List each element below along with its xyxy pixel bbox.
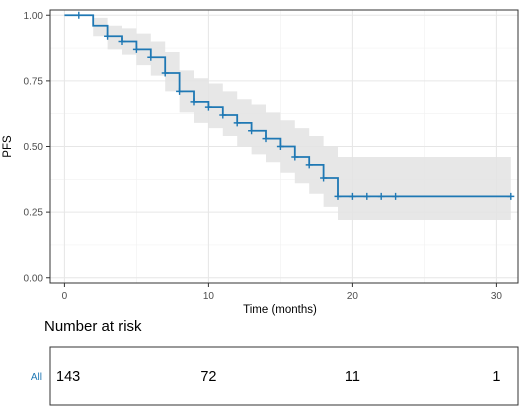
risk-table: All 143 72 11 1 <box>31 346 519 406</box>
y-tick-label: 0.00 <box>24 273 44 284</box>
censor-mark <box>75 11 83 19</box>
km-chart: 0 10 20 30 0.00 0.25 0.50 0.75 1.00 Time (months)… <box>2 9 519 316</box>
x-tick-label: 20 <box>347 291 359 302</box>
risk-table-frame <box>49 346 519 406</box>
censor-mark <box>104 32 112 40</box>
censor-mark <box>161 69 169 77</box>
censor-mark <box>291 153 299 161</box>
censor-mark <box>320 174 328 182</box>
censor-mark <box>276 143 284 150</box>
censor-mark <box>176 87 184 95</box>
x-tick-label: 30 <box>491 291 503 302</box>
censor-mark <box>118 38 126 45</box>
censor-mark <box>190 98 198 106</box>
y-axis-label: PFS <box>2 135 14 158</box>
censor-mark <box>377 192 385 200</box>
censor-mark <box>248 127 256 135</box>
risk-table-title: Number at risk <box>44 318 142 335</box>
censor-mark <box>219 111 227 119</box>
y-tick-label: 0.25 <box>24 208 44 219</box>
x-tick-label: 10 <box>203 291 215 302</box>
y-tick-label: 0.75 <box>24 76 44 87</box>
confidence-band <box>64 15 511 220</box>
x-axis-label: Time (months) <box>243 304 317 316</box>
censor-mark <box>132 45 140 53</box>
y-tick-label: 0.50 <box>24 142 44 153</box>
risk-count: 143 <box>56 369 80 385</box>
censor-mark <box>348 192 356 200</box>
censor-mark <box>204 103 212 111</box>
censor-mark <box>334 192 342 200</box>
censor-mark <box>233 119 241 127</box>
risk-count: 11 <box>345 369 360 385</box>
censor-mark <box>392 192 400 200</box>
risk-count: 1 <box>492 369 500 385</box>
censor-mark <box>262 135 270 143</box>
y-tick-label: 1.00 <box>24 11 44 22</box>
censor-mark <box>305 161 313 169</box>
risk-count: 72 <box>200 369 216 385</box>
censor-mark <box>363 192 371 200</box>
risk-group-label: All <box>31 372 42 383</box>
censor-mark <box>507 192 515 200</box>
x-tick-label: 0 <box>62 291 68 302</box>
censor-mark <box>147 53 155 61</box>
